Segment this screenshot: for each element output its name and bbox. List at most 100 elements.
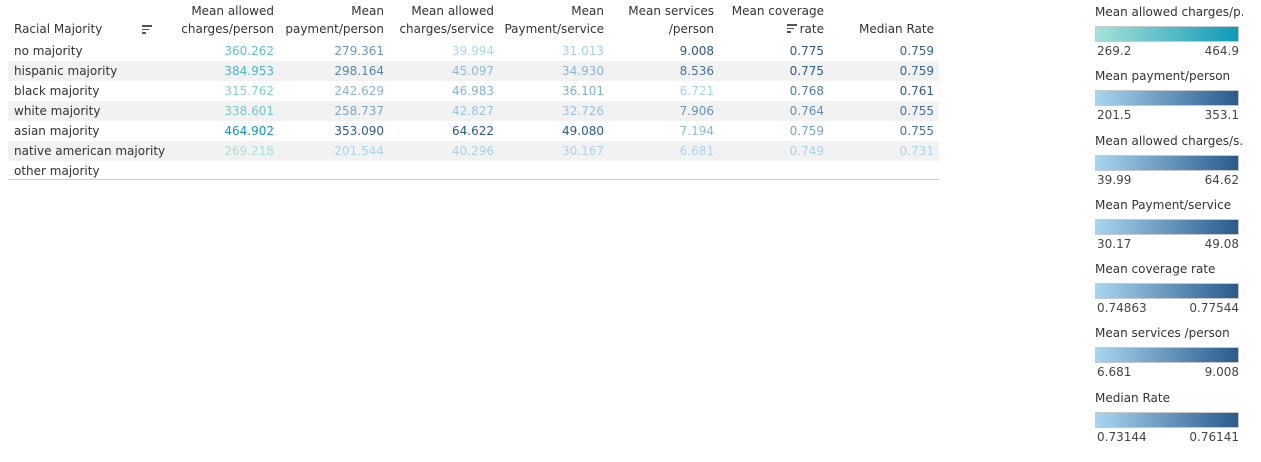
legend-max-value: 0.77544 [1189, 301, 1239, 315]
legend-min-value: 30.17 [1097, 237, 1132, 251]
row-label: native american majority [14, 144, 166, 158]
table-cell[interactable] [284, 161, 384, 181]
table-cell[interactable]: 0.775 [789, 44, 824, 58]
header-mean-payment-service[interactable]: Mean Payment/service [504, 2, 604, 38]
header-mean-allowed-charges-person[interactable]: Mean allowed charges/person [174, 2, 274, 38]
table-cell[interactable]: 315.762 [224, 84, 274, 98]
table-cell[interactable]: 9.008 [679, 44, 714, 58]
table-cell[interactable]: 7.906 [679, 104, 714, 118]
color-legend[interactable]: Mean services /person 6.681 9.008 [1095, 325, 1243, 381]
legend-min-value: 6.681 [1097, 365, 1132, 379]
color-legend[interactable]: Mean allowed charges/p... 269.2 464.9 [1095, 4, 1243, 60]
header-col2-line1: Mean [351, 4, 384, 18]
legend-max-value: 49.08 [1204, 237, 1239, 251]
table-cell[interactable]: 0.761 [899, 84, 934, 98]
crosstab-table: Racial Majority Mean allowed charges/per… [8, 0, 939, 181]
header-col5-line2: /person [668, 22, 714, 36]
legend-max-value: 353.1 [1204, 108, 1239, 122]
table-row[interactable]: native american majority 269.218 201.544 40… [8, 141, 939, 161]
row-label: hispanic majority [14, 64, 118, 78]
table-cell[interactable]: 338.601 [224, 104, 274, 118]
table-cell[interactable]: 42.827 [452, 104, 494, 118]
header-median-rate[interactable]: Median Rate [824, 20, 934, 38]
sort-descending-icon[interactable] [142, 25, 152, 34]
table-row[interactable]: black majority 315.762 242.629 46.983 36.101… [8, 81, 939, 101]
row-label: no majority [14, 44, 83, 58]
color-legend[interactable]: Median Rate 0.73144 0.76141 [1095, 390, 1243, 446]
legend-gradient-bar [1095, 283, 1239, 299]
table-cell[interactable]: 0.759 [899, 44, 934, 58]
table-cell[interactable]: 353.090 [334, 124, 384, 138]
table-cell[interactable]: 0.759 [789, 124, 824, 138]
legend-title: Mean allowed charges/p... [1095, 5, 1243, 19]
table-cell[interactable]: 0.759 [899, 64, 934, 78]
header-col3-line1: Mean allowed [411, 4, 494, 18]
table-cell[interactable]: 0.749 [789, 144, 824, 158]
table-cell[interactable]: 279.361 [334, 44, 384, 58]
header-col2-line2: payment/person [285, 22, 384, 36]
table-cell[interactable]: 6.721 [679, 84, 714, 98]
table-cell[interactable] [724, 161, 824, 181]
header-mean-payment-person[interactable]: Mean payment/person [284, 2, 384, 38]
table-cell[interactable]: 0.755 [899, 124, 934, 138]
header-mean-allowed-charges-service[interactable]: Mean allowed charges/service [394, 2, 494, 38]
color-legend[interactable]: Mean payment/person 201.5 353.1 [1095, 68, 1243, 124]
table-row[interactable]: no majority 360.262 279.361 39.994 31.013 9.0… [8, 41, 939, 61]
table-cell[interactable] [504, 161, 604, 181]
table-cell[interactable]: 34.930 [562, 64, 604, 78]
table-cell[interactable] [614, 161, 714, 181]
table-cell[interactable]: 0.764 [789, 104, 824, 118]
legend-max-value: 9.008 [1204, 365, 1239, 379]
table-cell[interactable]: 360.262 [224, 44, 274, 58]
header-col4-line1: Mean [571, 4, 604, 18]
table-cell[interactable]: 384.953 [224, 64, 274, 78]
header-mean-coverage-rate[interactable]: Mean coverage rate [714, 2, 824, 38]
table-cell[interactable]: 40.296 [452, 144, 494, 158]
header-mean-services-person[interactable]: Mean services /person [614, 2, 714, 38]
table-bottom-divider [8, 179, 939, 180]
table-cell[interactable]: 8.536 [679, 64, 714, 78]
table-cell[interactable] [394, 161, 494, 181]
table-row[interactable]: asian majority 464.902 353.090 64.622 49.080… [8, 121, 939, 141]
table-cell[interactable]: 464.902 [224, 124, 274, 138]
table-cell[interactable]: 45.097 [452, 64, 494, 78]
legend-range-labels: 0.73144 0.76141 [1095, 430, 1243, 446]
table-cell[interactable]: 46.983 [452, 84, 494, 98]
table-cell[interactable]: 242.629 [334, 84, 384, 98]
legend-max-value: 64.62 [1204, 173, 1239, 187]
legend-max-value: 464.9 [1204, 44, 1239, 58]
table-row[interactable]: other majority [8, 161, 939, 181]
table-cell[interactable]: 201.544 [334, 144, 384, 158]
color-legend[interactable]: Mean coverage rate 0.74863 0.77544 [1095, 261, 1243, 317]
table-row[interactable]: hispanic majority 384.953 298.164 45.097 34.… [8, 61, 939, 81]
legend-title: Mean allowed charges/s... [1095, 134, 1243, 148]
table-cell[interactable]: 31.013 [562, 44, 604, 58]
table-cell[interactable]: 0.768 [789, 84, 824, 98]
table-cell[interactable]: 30.167 [562, 144, 604, 158]
legend-gradient-bar [1095, 155, 1239, 171]
table-cell[interactable]: 258.737 [334, 104, 384, 118]
table-cell[interactable]: 0.755 [899, 104, 934, 118]
table-cell[interactable]: 36.101 [562, 84, 604, 98]
table-cell[interactable] [174, 161, 274, 181]
table-cell[interactable]: 7.194 [679, 124, 714, 138]
table-cell[interactable]: 0.775 [789, 64, 824, 78]
table-cell[interactable]: 6.681 [679, 144, 714, 158]
color-legend[interactable]: Mean allowed charges/s... 39.99 64.62 [1095, 133, 1243, 189]
header-col5-line1: Mean services [628, 4, 714, 18]
table-cell[interactable]: 0.731 [899, 144, 934, 158]
table-row[interactable]: white majority 338.601 258.737 42.827 32.726… [8, 101, 939, 121]
row-label: other majority [14, 164, 100, 178]
color-legend[interactable]: Mean Payment/service 30.17 49.08 [1095, 197, 1243, 253]
table-cell[interactable]: 269.218 [224, 144, 274, 158]
table-cell[interactable]: 39.994 [452, 44, 494, 58]
sort-descending-icon[interactable] [786, 24, 797, 33]
table-cell[interactable]: 298.164 [334, 64, 384, 78]
table-cell[interactable] [834, 161, 934, 181]
table-cell[interactable]: 64.622 [452, 124, 494, 138]
header-col4-line2: Payment/service [504, 22, 604, 36]
legend-min-value: 0.73144 [1097, 430, 1147, 444]
header-racial-majority[interactable]: Racial Majority [14, 20, 102, 38]
table-cell[interactable]: 49.080 [562, 124, 604, 138]
table-cell[interactable]: 32.726 [562, 104, 604, 118]
